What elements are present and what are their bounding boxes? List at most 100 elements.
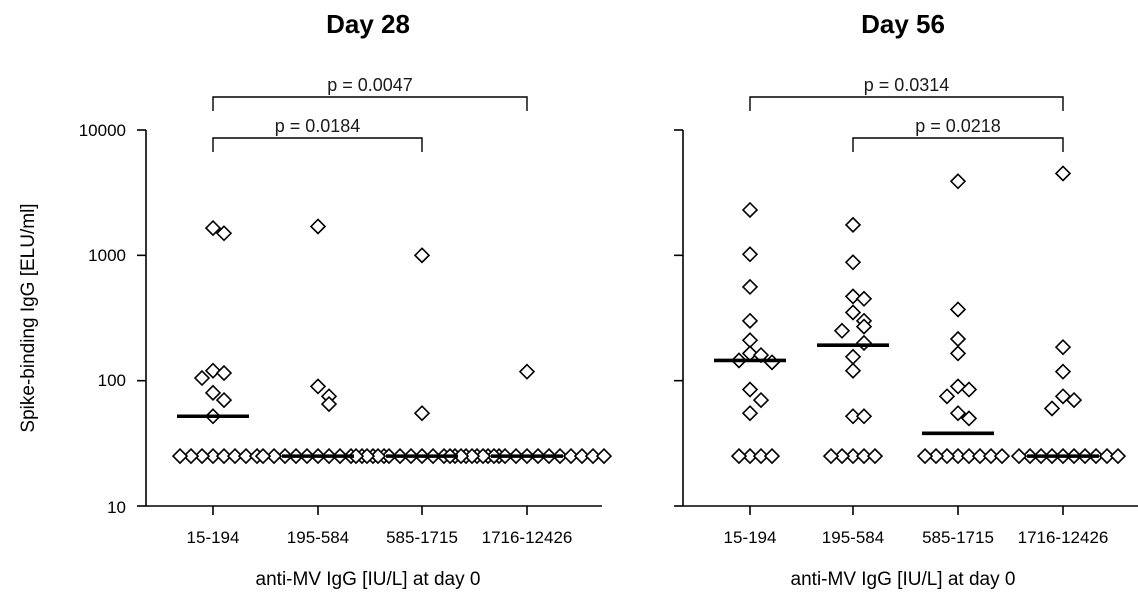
data-point	[573, 447, 591, 465]
data-point	[215, 391, 233, 409]
data-point	[855, 408, 873, 425]
data-point	[960, 410, 978, 427]
data-point	[1054, 339, 1072, 356]
x-tick-label-195-584: 195-584	[822, 528, 884, 547]
data-point	[1109, 447, 1127, 465]
data-point	[844, 304, 862, 321]
data-point	[844, 288, 862, 305]
data-point	[971, 447, 989, 465]
data-point	[763, 447, 781, 465]
significance-bracket	[212, 137, 423, 152]
plot-area	[674, 96, 1138, 515]
data-point	[309, 378, 327, 395]
data-point	[844, 362, 862, 379]
data-point	[1010, 447, 1028, 465]
panel-title: Day 28	[326, 9, 410, 39]
data-point	[741, 246, 759, 263]
comparison-label: p = 0.0184	[275, 116, 361, 136]
y-tick-labels: 10000 1000 100 10	[79, 121, 126, 517]
data-point	[1054, 388, 1072, 405]
data-point	[855, 290, 873, 307]
data-point	[204, 447, 222, 465]
data-point	[1043, 400, 1061, 417]
significance-bracket	[749, 96, 1064, 111]
data-point	[741, 278, 759, 296]
comparison-label: p = 0.0047	[327, 75, 413, 95]
data-point	[752, 447, 770, 465]
data-point	[822, 447, 840, 465]
data-point	[949, 405, 967, 422]
data-point	[358, 447, 376, 465]
data-point	[463, 447, 481, 465]
data-point	[237, 447, 255, 465]
x-tick-labels: 15-194 195-584 585-1715 1716-12426	[724, 528, 1109, 547]
data-point	[320, 395, 338, 413]
data-point	[1054, 165, 1072, 182]
y-tick-label-100: 100	[98, 371, 126, 390]
y-axis-label: Spike-binding IgG [ELU/ml]	[18, 203, 39, 432]
data-point	[215, 364, 233, 382]
data-point	[730, 447, 748, 465]
data-point	[193, 369, 211, 387]
x-tick-label-1716-12426: 1716-12426	[1018, 528, 1109, 547]
data-point	[215, 447, 233, 465]
data-point	[741, 332, 759, 349]
data-point	[265, 447, 283, 465]
data-point	[949, 301, 967, 318]
data-point	[938, 388, 956, 405]
data-point	[844, 348, 862, 365]
data-point	[741, 447, 759, 465]
data-point	[741, 201, 759, 219]
data-point	[413, 247, 431, 264]
x-tick-labels: 15-194 195-584 585-1715 1716-12426	[187, 528, 573, 547]
data-point	[171, 447, 189, 465]
data-point	[960, 447, 978, 465]
data-point	[452, 447, 470, 465]
data-point	[584, 447, 602, 465]
significance-bracket	[852, 137, 1064, 152]
data-point	[866, 447, 884, 465]
data-point	[309, 218, 327, 235]
data-point	[763, 354, 781, 371]
data-point	[833, 447, 851, 465]
data-point	[1054, 363, 1072, 380]
data-point	[752, 391, 770, 409]
panel-title: Day 56	[861, 9, 945, 39]
data-point	[1098, 447, 1116, 465]
x-tick-label-1716-12426: 1716-12426	[482, 528, 573, 547]
data-point	[844, 447, 862, 465]
data-point	[927, 447, 945, 465]
data-point	[741, 312, 759, 329]
data-point	[855, 318, 873, 335]
data-point	[741, 405, 759, 422]
data-point	[938, 447, 956, 465]
data-point	[855, 447, 873, 465]
data-point	[369, 447, 387, 465]
plot-area	[137, 96, 613, 515]
data-point	[949, 345, 967, 362]
data-point	[215, 225, 233, 242]
x-axis-label: anti-MV IgG [IU/L] at day 0	[256, 569, 481, 590]
data-point	[182, 447, 200, 465]
data-point	[518, 363, 536, 380]
data-point	[844, 408, 862, 425]
significance-bracket	[212, 96, 528, 111]
data-point	[982, 447, 1000, 465]
panel-day-56: Day 56 anti-MV IgG [IU/L] at day 0 15-19…	[674, 9, 1138, 590]
comparison-label: p = 0.0314	[864, 75, 950, 95]
data-point	[949, 447, 967, 465]
data-point	[226, 447, 244, 465]
y-tick-label-10: 10	[107, 498, 126, 517]
y-tick-label-1000: 1000	[88, 246, 126, 265]
data-point	[949, 173, 967, 190]
data-point	[916, 447, 934, 465]
data-point	[347, 447, 365, 465]
comparison-label: p = 0.0218	[915, 116, 1001, 136]
data-point	[949, 378, 967, 395]
x-axis-label: anti-MV IgG [IU/L] at day 0	[791, 569, 1016, 590]
x-tick-label-15-194: 15-194	[187, 528, 240, 547]
data-point	[833, 322, 851, 339]
data-point	[844, 216, 862, 234]
x-tick-label-585-1715: 585-1715	[386, 528, 458, 547]
